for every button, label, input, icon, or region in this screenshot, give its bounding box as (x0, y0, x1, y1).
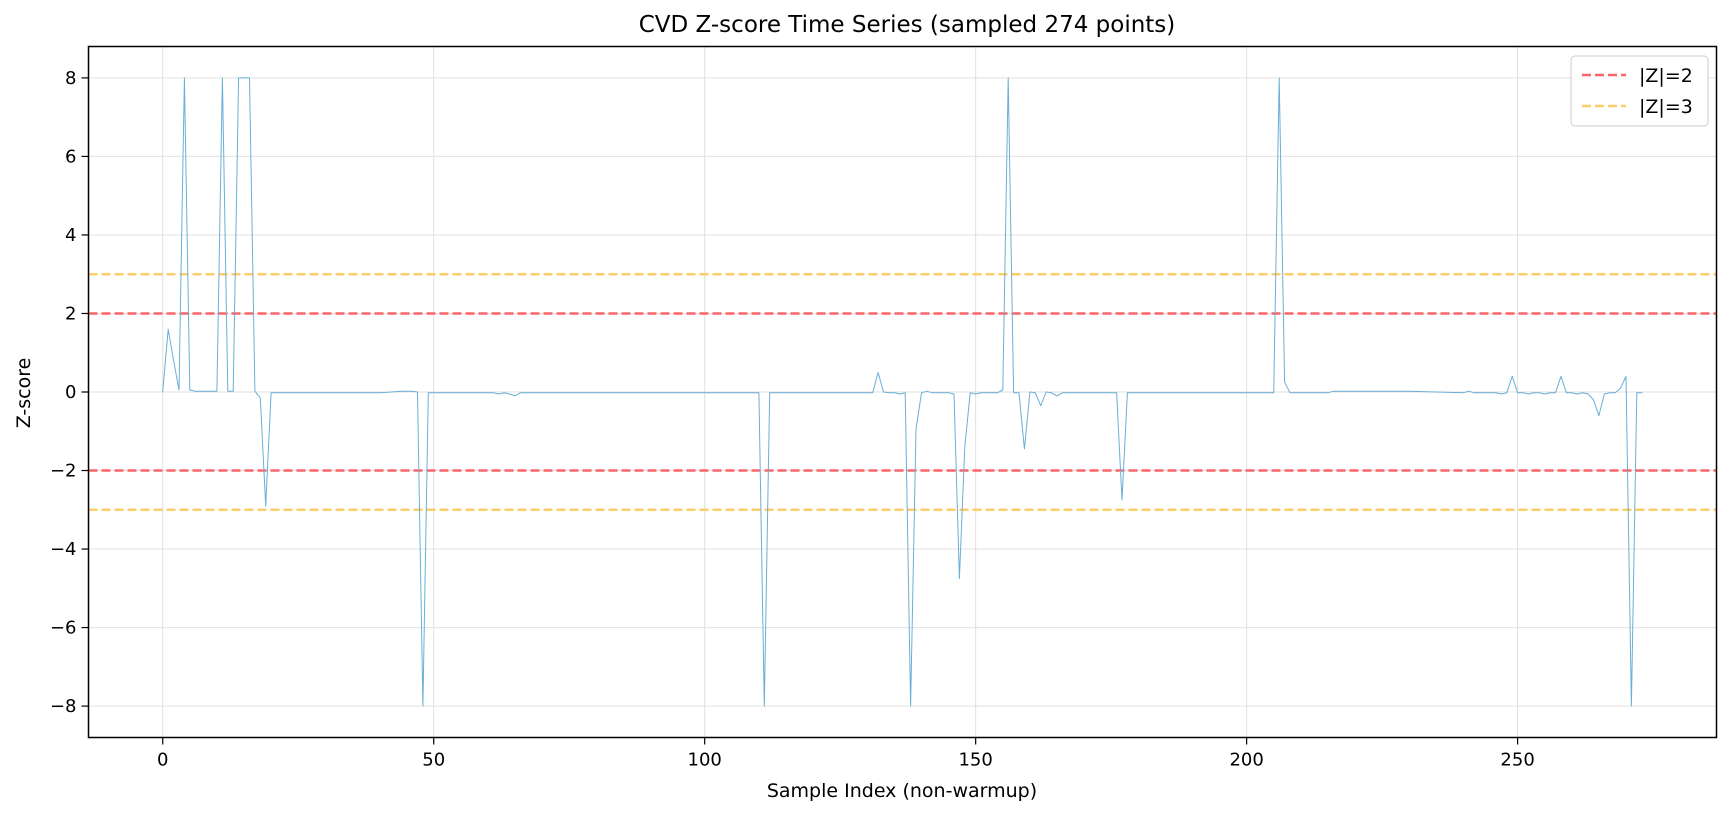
legend-label-z3: |Z|=3 (1639, 96, 1693, 118)
x-tick-label: 250 (1500, 750, 1534, 771)
reference-lines (88, 272, 1717, 512)
y-tick-label: −2 (50, 461, 77, 482)
legend-label-z2: |Z|=2 (1639, 65, 1693, 87)
x-tick-label: 200 (1229, 750, 1263, 771)
y-tick-label: −4 (50, 539, 77, 560)
y-tick-label: 8 (65, 68, 76, 89)
x-tick-label: 0 (157, 750, 168, 771)
legend: |Z|=2 |Z|=3 (1570, 55, 1709, 127)
y-axis-label: Z-score (13, 358, 35, 429)
y-tick-label: 0 (65, 382, 76, 403)
y-tick-label: 4 (65, 225, 76, 246)
y-tick-label: −8 (50, 696, 77, 717)
y-axis-ticks: −8 −6 −4 −2 0 2 4 6 8 (50, 68, 89, 717)
chart-title: CVD Z-score Time Series (sampled 274 poi… (639, 12, 1176, 38)
y-tick-label: −6 (50, 618, 77, 639)
y-tick-label: 2 (65, 303, 76, 324)
y-tick-label: 6 (65, 146, 76, 167)
x-tick-label: 50 (422, 750, 445, 771)
x-axis-label: Sample Index (non-warmup) (767, 780, 1037, 802)
series (162, 77, 1643, 707)
x-tick-label: 150 (958, 750, 992, 771)
legend-box (1570, 55, 1709, 127)
x-axis-ticks: 0 50 100 150 200 250 (157, 737, 1535, 771)
series-line (162, 77, 1643, 707)
x-tick-label: 100 (688, 750, 722, 771)
